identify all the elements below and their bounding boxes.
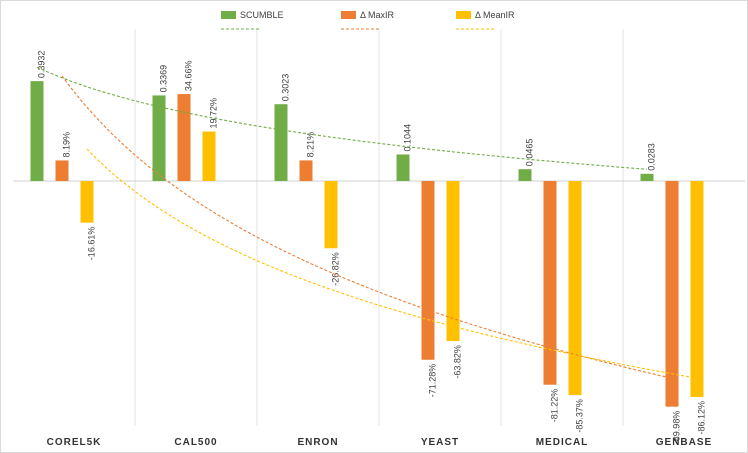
x-tick-label: MEDICAL (536, 437, 589, 448)
trendline-meanir (86, 148, 698, 379)
data-label: 34.66% (184, 61, 194, 92)
data-label: 8.19% (62, 132, 72, 158)
bar-maxir-yeast (421, 181, 435, 360)
bar-scumble-genbase (640, 173, 654, 181)
bar-scumble-yeast (396, 154, 410, 181)
x-tick-label: YEAST (421, 437, 459, 448)
bar-meanir-medical (568, 181, 582, 396)
bar-maxir-corel5k (55, 160, 69, 181)
data-label: -63.82% (453, 345, 463, 379)
data-label: -85.37% (575, 399, 585, 433)
bar-meanir-yeast (446, 181, 460, 342)
bar-meanir-enron (324, 181, 338, 249)
bar-maxir-medical (543, 181, 557, 385)
bar-meanir-corel5k (80, 181, 94, 223)
data-label: -16.61% (87, 227, 97, 261)
legend-label: Δ MeanIR (475, 10, 515, 20)
bar-meanir-cal500 (202, 131, 216, 181)
x-tick-label: COREL5K (47, 437, 102, 448)
bar-maxir-genbase (665, 181, 679, 407)
bar-scumble-corel5k (30, 81, 44, 181)
data-label: 0.3932 (37, 51, 47, 79)
data-label: -81.22% (550, 389, 560, 423)
legend-swatch (341, 11, 356, 19)
x-tick-label: CAL500 (174, 437, 217, 448)
bar-scumble-cal500 (152, 95, 166, 181)
legend-swatch (456, 11, 471, 19)
data-label: 19.72% (209, 98, 219, 129)
trendline-scumble (36, 66, 648, 170)
x-tick-label: ENRON (297, 437, 338, 448)
data-label: 0.3023 (281, 74, 291, 102)
data-label: -86.12% (697, 401, 707, 435)
bar-meanir-genbase (690, 181, 704, 397)
legend-label: SCUMBLE (240, 10, 284, 20)
data-label: -71.28% (428, 364, 438, 398)
data-label: 0.3369 (159, 65, 169, 93)
trendline-maxir (61, 75, 673, 379)
bar-scumble-medical (518, 169, 532, 181)
data-label: -89.98% (672, 411, 682, 445)
data-label: 8.21% (306, 132, 316, 158)
bar-maxir-cal500 (177, 94, 191, 181)
data-label: 0.0465 (525, 139, 535, 167)
data-label: -26.82% (331, 252, 341, 286)
bar-maxir-enron (299, 160, 313, 181)
data-label: 0.1044 (403, 124, 413, 152)
x-tick-label: GENBASE (656, 437, 712, 448)
data-label: 0.0283 (647, 143, 657, 171)
legend-swatch (221, 11, 236, 19)
bar-scumble-enron (274, 104, 288, 181)
legend-label: Δ MaxIR (360, 10, 395, 20)
